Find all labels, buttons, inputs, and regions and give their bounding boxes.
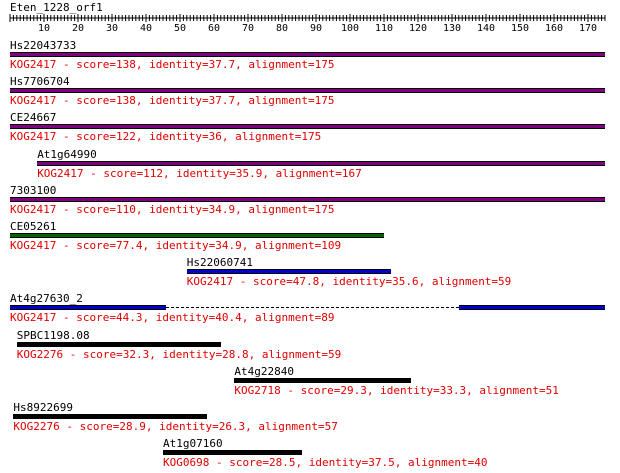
ruler-tick-label: 30 (106, 23, 118, 34)
hit-stats[interactable]: KOG2417 - score=138, identity=37.7, alig… (10, 94, 335, 108)
alignment-gap (166, 307, 459, 309)
hit-name[interactable]: CE24667 (10, 111, 57, 125)
ruler-tick-label: 160 (545, 23, 563, 34)
alignment-bar[interactable] (10, 52, 605, 57)
hit-name[interactable]: SPBC1198.08 (16, 328, 90, 342)
hit-name[interactable]: At1g07160 (163, 437, 223, 451)
position-ruler: 10 20 30 40 50 60 70 80 90 100 110 120 130 140 150 160 1… (9, 14, 606, 34)
ruler-tick-label: 40 (140, 23, 152, 34)
hit-name[interactable]: At4g22840 (234, 364, 294, 378)
hit-stats[interactable]: KOG2417 - score=122, identity=36, alignm… (10, 130, 322, 144)
ruler-tick-label: 50 (174, 23, 186, 34)
alignment-bar[interactable] (234, 377, 412, 383)
hit-name[interactable]: Hs8922699 (13, 401, 73, 414)
hit-name[interactable]: At1g64990 (37, 147, 97, 161)
alignment-bar[interactable] (37, 160, 605, 166)
ruler-tick-label: 10 (38, 23, 50, 34)
query-title: Eten_1228_orf1 (10, 1, 103, 14)
alignment-bar[interactable] (10, 88, 605, 94)
hit-name[interactable]: Hs22060741 (186, 256, 254, 270)
ruler-tick-label: 20 (72, 23, 84, 34)
ruler-tick-label: 130 (443, 23, 461, 34)
hit-stats[interactable]: KOG2276 - score=28.9, identity=26.3, ali… (13, 420, 338, 433)
hit-stats[interactable]: KOG2417 - score=112, identity=35.9, alig… (37, 166, 362, 180)
alignment-bar[interactable] (10, 124, 605, 130)
hit-stats[interactable]: KOG2417 - score=138, identity=37.7, alig… (10, 58, 335, 71)
hit-stats[interactable]: KOG2417 - score=77.4, identity=34.9, ali… (10, 239, 342, 252)
hit-stats[interactable]: KOG2417 - score=47.8, identity=35.6, ali… (186, 275, 512, 289)
hit-stats[interactable]: KOG2718 - score=29.3, identity=33.3, ali… (234, 383, 559, 397)
hit-stats[interactable]: KOG2276 - score=32.3, identity=28.8, ali… (16, 347, 342, 361)
alignment-bar[interactable] (186, 269, 391, 275)
alignment-bar[interactable] (458, 305, 605, 311)
hit-stats[interactable]: KOG0698 - score=28.5, identity=37.5, ali… (163, 456, 488, 470)
ruler-tick-label: 90 (310, 23, 322, 34)
ruler-tick-label: 80 (276, 23, 288, 34)
alignment-bar[interactable] (10, 196, 605, 202)
hit-name[interactable]: Hs7706704 (10, 75, 70, 89)
alignment-bar[interactable] (163, 450, 303, 456)
ruler-tick-label: 170 (579, 23, 597, 34)
ruler-tick-label: 100 (341, 23, 359, 34)
hit-name[interactable]: CE05261 (10, 220, 57, 233)
alignment-bar[interactable] (10, 305, 167, 311)
alignment-bar[interactable] (13, 414, 208, 419)
ruler-tick-label: 110 (375, 23, 393, 34)
ruler-tick-label: 150 (511, 23, 529, 34)
ruler-tick-label: 140 (477, 23, 495, 34)
ruler-tick-label: 70 (242, 23, 254, 34)
hit-stats[interactable]: KOG2417 - score=44.3, identity=40.4, ali… (10, 311, 335, 325)
hit-name[interactable]: At4g27630_2 (10, 292, 83, 306)
ruler-tick-label: 60 (208, 23, 220, 34)
hit-name[interactable]: 7303100 (10, 183, 57, 197)
hit-name[interactable]: Hs22043733 (10, 39, 77, 52)
alignment-bar[interactable] (16, 341, 221, 347)
hit-stats[interactable]: KOG2417 - score=110, identity=34.9, alig… (10, 202, 335, 216)
ruler-tick-label: 120 (409, 23, 427, 34)
alignment-bar[interactable] (10, 233, 384, 238)
